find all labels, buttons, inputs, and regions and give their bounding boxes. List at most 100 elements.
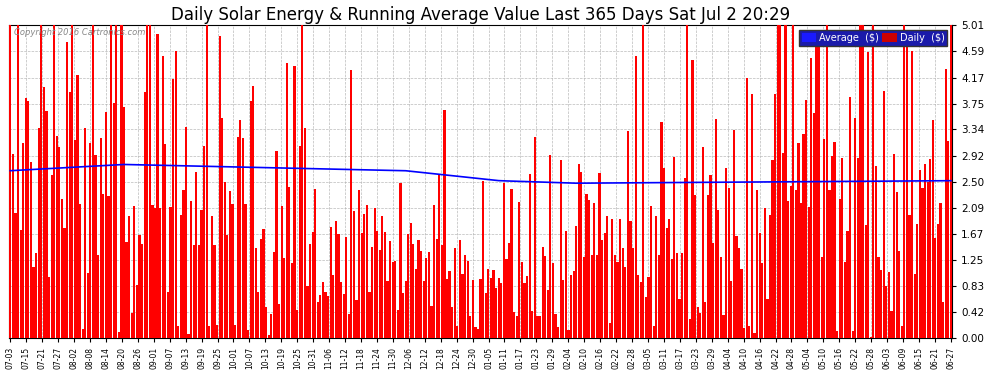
Bar [333, 274, 335, 338]
Bar [487, 269, 489, 338]
Bar [164, 144, 166, 338]
Bar [278, 304, 280, 338]
Bar [322, 282, 324, 338]
Bar [283, 258, 285, 338]
Bar [330, 227, 332, 338]
Bar [412, 244, 415, 338]
Bar [769, 214, 771, 338]
Bar [368, 292, 370, 338]
Bar [720, 257, 722, 338]
Bar [347, 314, 349, 338]
Bar [834, 142, 836, 338]
Bar [942, 302, 944, 338]
Bar [360, 232, 362, 338]
Bar [115, 25, 118, 338]
Bar [224, 182, 226, 338]
Bar [694, 195, 696, 338]
Bar [922, 188, 924, 338]
Bar [482, 181, 484, 338]
Bar [924, 164, 926, 338]
Bar [71, 25, 73, 338]
Bar [50, 175, 52, 338]
Bar [779, 25, 781, 338]
Bar [630, 221, 632, 338]
Bar [381, 216, 383, 338]
Bar [346, 237, 347, 338]
Bar [79, 204, 81, 338]
Bar [66, 42, 68, 338]
Bar [423, 281, 425, 338]
Bar [227, 234, 229, 338]
Bar [643, 25, 644, 338]
Bar [94, 155, 97, 338]
Bar [839, 199, 841, 338]
Bar [640, 282, 642, 338]
Bar [808, 207, 810, 338]
Bar [451, 308, 453, 338]
Bar [803, 134, 805, 338]
Bar [647, 277, 649, 338]
Bar [373, 208, 376, 338]
Bar [492, 270, 495, 338]
Bar [859, 25, 861, 338]
Bar [733, 130, 735, 338]
Bar [539, 316, 542, 338]
Bar [306, 286, 309, 338]
Bar [363, 214, 365, 338]
Bar [704, 302, 707, 338]
Bar [598, 173, 601, 338]
Bar [456, 326, 458, 338]
Bar [68, 92, 71, 338]
Bar [544, 256, 546, 338]
Bar [177, 326, 179, 338]
Bar [213, 244, 216, 338]
Bar [774, 93, 776, 338]
Bar [875, 166, 877, 338]
Bar [384, 232, 386, 338]
Bar [668, 219, 670, 338]
Bar [896, 192, 898, 338]
Bar [358, 190, 360, 338]
Bar [187, 334, 190, 338]
Bar [490, 278, 492, 338]
Bar [254, 248, 256, 338]
Bar [76, 75, 78, 338]
Bar [216, 325, 218, 338]
Bar [12, 154, 14, 338]
Bar [28, 100, 30, 338]
Bar [365, 205, 368, 338]
Bar [43, 87, 45, 338]
Bar [397, 310, 399, 338]
Bar [842, 158, 843, 338]
Bar [657, 255, 660, 338]
Bar [265, 307, 267, 338]
Bar [301, 25, 303, 338]
Bar [810, 57, 813, 338]
Bar [407, 234, 409, 338]
Bar [107, 196, 110, 338]
Bar [350, 70, 352, 338]
Bar [575, 226, 577, 338]
Bar [252, 86, 254, 338]
Bar [795, 190, 797, 338]
Bar [389, 241, 391, 338]
Bar [229, 192, 231, 338]
Bar [153, 208, 156, 338]
Bar [386, 281, 389, 338]
Bar [712, 243, 714, 338]
Bar [617, 262, 619, 338]
Bar [689, 319, 691, 338]
Bar [81, 329, 84, 338]
Bar [441, 245, 443, 338]
Bar [697, 307, 699, 338]
Bar [572, 271, 575, 338]
Bar [198, 244, 200, 338]
Bar [676, 253, 678, 338]
Bar [715, 119, 717, 338]
Bar [410, 224, 412, 338]
Bar [394, 261, 396, 338]
Bar [15, 213, 17, 338]
Bar [542, 248, 544, 338]
Bar [856, 159, 859, 338]
Bar [131, 313, 133, 338]
